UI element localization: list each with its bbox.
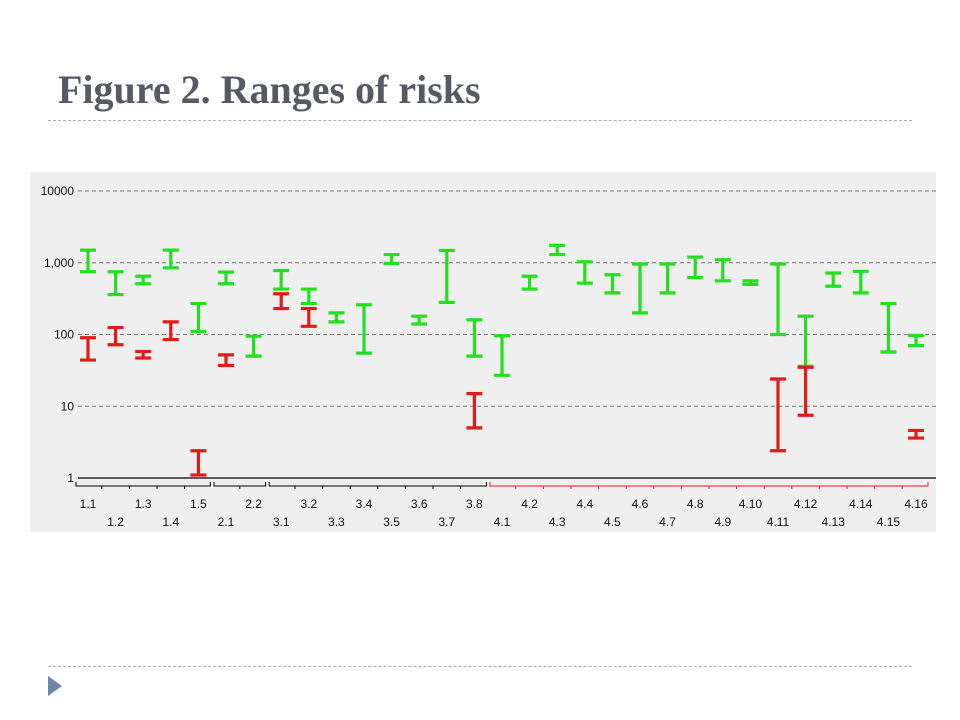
red-range-bar <box>190 449 207 477</box>
group-bracket <box>489 482 929 489</box>
title-divider <box>48 120 912 121</box>
x-tick-label: 1.4 <box>162 515 179 529</box>
x-tick-label: 3.8 <box>466 497 483 511</box>
group-bracket <box>268 482 487 489</box>
red-range-bar <box>162 320 179 342</box>
green-range-bar <box>383 252 400 265</box>
group-bracket <box>213 482 267 489</box>
red-range-bar <box>908 428 924 440</box>
x-tick-label: 4.10 <box>739 497 763 511</box>
green-range-bar <box>714 258 731 283</box>
y-tick-label: 1 <box>67 471 74 485</box>
footer-divider <box>48 666 912 667</box>
x-tick-label: 2.1 <box>218 515 235 529</box>
x-tick-label: 4.9 <box>714 515 731 529</box>
x-tick-label: 4.13 <box>822 515 846 529</box>
x-tick-label: 4.11 <box>767 515 790 529</box>
chart-panel: 1 10 100 1,000 10000 1.1 1.2 1.3 1.4 1.5 2.1 2.2 3.1… <box>30 172 936 532</box>
x-tick-label: 3.5 <box>383 515 400 529</box>
x-tick-label: 4.16 <box>904 497 928 511</box>
y-tick-label: 100 <box>54 328 74 342</box>
y-tick-label: 1,000 <box>44 256 74 270</box>
green-range-bar <box>245 334 262 358</box>
green-range-bar <box>494 334 510 377</box>
x-tick-label: 3.7 <box>438 515 455 529</box>
x-tick-label: 4.5 <box>604 515 621 529</box>
green-range-bar <box>576 260 593 285</box>
green-range-bar <box>659 262 676 295</box>
red-range-bar <box>135 349 152 360</box>
green-range-bar <box>162 248 179 270</box>
red-range-bar <box>797 365 814 417</box>
green-range-bar <box>190 301 207 334</box>
green-range-bar <box>742 279 759 286</box>
x-tick-label: 3.2 <box>300 497 317 511</box>
red-range-bar <box>107 325 124 347</box>
green-range-bar <box>411 314 428 326</box>
x-tick-label: 1.1 <box>80 497 97 511</box>
red-range-bar <box>218 353 234 368</box>
x-tick-label: 3.3 <box>328 515 345 529</box>
x-tick-label: 4.7 <box>659 515 676 529</box>
x-tick-label: 4.3 <box>549 515 566 529</box>
red-range-bar <box>300 306 317 328</box>
green-range-bar <box>797 314 814 368</box>
x-tick-label: 4.2 <box>521 497 538 511</box>
x-tick-label: 4.1 <box>494 515 511 529</box>
green-range-bar <box>438 248 455 305</box>
x-tick-label: 4.12 <box>794 497 818 511</box>
x-tick-label: 3.4 <box>356 497 373 511</box>
green-range-bar <box>852 269 869 295</box>
red-range-bar <box>273 292 290 311</box>
green-range-bar <box>356 303 372 355</box>
green-range-bar <box>604 273 621 295</box>
red-range-bar <box>80 336 96 362</box>
green-range-bar <box>632 262 648 315</box>
x-tick-label: 4.4 <box>576 497 593 511</box>
page-title: Figure 2. Ranges of risks <box>58 67 481 112</box>
x-tick-label: 3.6 <box>411 497 428 511</box>
green-range-bar <box>770 262 786 337</box>
group-bracket <box>75 482 211 489</box>
x-tick-label: 4.14 <box>849 497 873 511</box>
green-range-bar <box>880 301 897 354</box>
x-tick-label: 2.2 <box>245 497 262 511</box>
x-tick-label: 1.2 <box>107 515 124 529</box>
x-tick-label: 1.3 <box>135 497 152 511</box>
green-range-bar <box>300 287 317 306</box>
red-range-bar <box>770 377 786 453</box>
green-range-bar <box>687 255 704 280</box>
green-range-bar <box>825 271 842 288</box>
green-range-bar <box>135 274 152 286</box>
triangle-bullet-icon <box>48 676 62 696</box>
green-range-bar <box>549 243 566 257</box>
green-range-bar <box>218 270 234 286</box>
green-range-bar <box>466 318 483 358</box>
x-tick-label: 4.15 <box>877 515 901 529</box>
green-range-bar <box>273 268 290 291</box>
risk-range-chart: 1 10 100 1,000 10000 1.1 1.2 1.3 1.4 1.5 2.1 2.2 3.1… <box>41 184 936 529</box>
x-tick-label: 4.6 <box>632 497 649 511</box>
x-tick-label: 3.1 <box>273 515 290 529</box>
green-range-bar <box>80 248 96 274</box>
green-range-bar <box>908 333 924 348</box>
y-tick-label: 10000 <box>41 184 75 198</box>
x-tick-label: 4.8 <box>687 497 704 511</box>
x-tick-label: 1.5 <box>190 497 207 511</box>
green-range-bar <box>328 311 345 324</box>
green-range-bar <box>521 274 538 291</box>
green-range-bar <box>107 270 124 297</box>
y-tick-label: 10 <box>61 399 75 413</box>
red-range-bar <box>466 392 483 430</box>
